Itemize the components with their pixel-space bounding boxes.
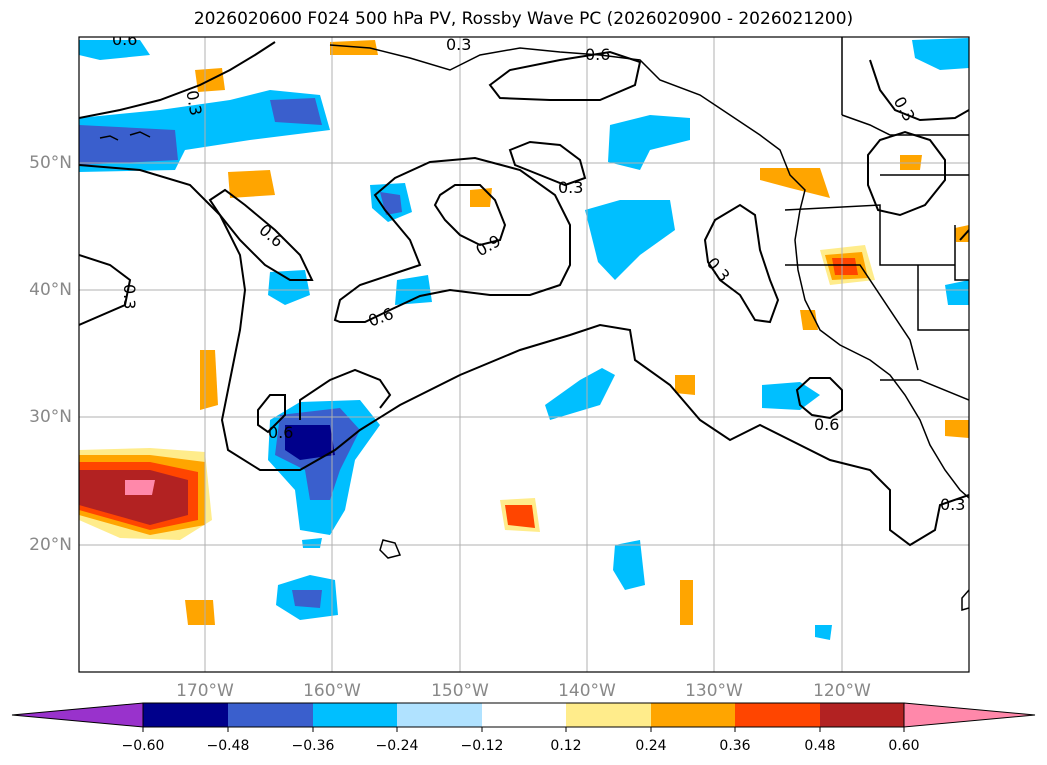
contour-label: 0.6 bbox=[268, 423, 293, 442]
colorbar bbox=[11, 702, 1036, 732]
colorbar-segment bbox=[735, 703, 820, 727]
map-title: 2026020600 F024 500 hPa PV, Rossby Wave … bbox=[193, 9, 854, 29]
colorbar-segment bbox=[313, 703, 397, 727]
colorbar-segment bbox=[228, 703, 313, 727]
colorbar-tick-label: −0.24 bbox=[375, 738, 419, 754]
colorbar-extend-max bbox=[903, 702, 1036, 728]
colorbar-segment bbox=[651, 703, 735, 727]
colorbar-segment bbox=[566, 703, 651, 727]
contour-label: 0.3 bbox=[890, 93, 919, 125]
colorbar-tick-label: 0.60 bbox=[888, 738, 920, 754]
lon-label-160w: 160°W bbox=[303, 681, 361, 701]
graticule bbox=[79, 37, 969, 672]
lat-label-20n: 20°N bbox=[29, 535, 72, 555]
lon-label-120w: 120°W bbox=[813, 681, 871, 701]
lon-label-130w: 130°W bbox=[685, 681, 743, 701]
lon-label-150w: 150°W bbox=[431, 681, 489, 701]
colorbar-tick-label: −0.48 bbox=[206, 738, 250, 754]
colorbar-tick-label: −0.36 bbox=[291, 738, 335, 754]
coastlines bbox=[99, 37, 969, 611]
colorbar-tick-label: −0.60 bbox=[121, 738, 165, 754]
contour-label: 0.3 bbox=[120, 284, 139, 309]
map-frame bbox=[78, 36, 970, 673]
pv-shading bbox=[79, 38, 969, 640]
contour-label: 0.3 bbox=[940, 495, 965, 514]
contour-label: 0.6 bbox=[585, 45, 610, 64]
colorbar-segment bbox=[397, 703, 482, 727]
colorbar-tick-label: 0.24 bbox=[635, 738, 667, 754]
colorbar-segment bbox=[820, 703, 904, 727]
lon-label-170w: 170°W bbox=[176, 681, 234, 701]
contour-label: 0.3 bbox=[558, 178, 583, 197]
contour-label: 0.3 bbox=[446, 35, 471, 54]
colorbar-frame bbox=[142, 702, 905, 728]
colorbar-segment bbox=[143, 703, 228, 727]
colorbar-extend-min bbox=[11, 702, 144, 728]
contour-label: 0.9 bbox=[473, 231, 505, 260]
colorbar-tick-label: 0.48 bbox=[804, 738, 836, 754]
contour-label: 0.6 bbox=[255, 220, 287, 251]
lon-label-140w: 140°W bbox=[558, 681, 616, 701]
lat-label-30n: 30°N bbox=[29, 407, 72, 427]
pc-contours bbox=[79, 41, 969, 547]
colorbar-segment bbox=[482, 703, 566, 727]
contour-label: 0.3 bbox=[182, 89, 205, 117]
colorbar-tick-label: 0.36 bbox=[719, 738, 751, 754]
contour-label-group: 0.3 0.6 0.6 0.3 0.3 0.6 0.3 0.9 0.6 0.3 … bbox=[112, 30, 965, 514]
contour-label: 0.6 bbox=[814, 415, 839, 434]
colorbar-tick-label: 0.12 bbox=[550, 738, 582, 754]
contour-label: 0.6 bbox=[112, 30, 137, 49]
lat-label-50n: 50°N bbox=[29, 153, 72, 173]
contour-label: 0.6 bbox=[366, 304, 396, 331]
colorbar-tick-label: −0.12 bbox=[460, 738, 504, 754]
lat-label-40n: 40°N bbox=[29, 280, 72, 300]
